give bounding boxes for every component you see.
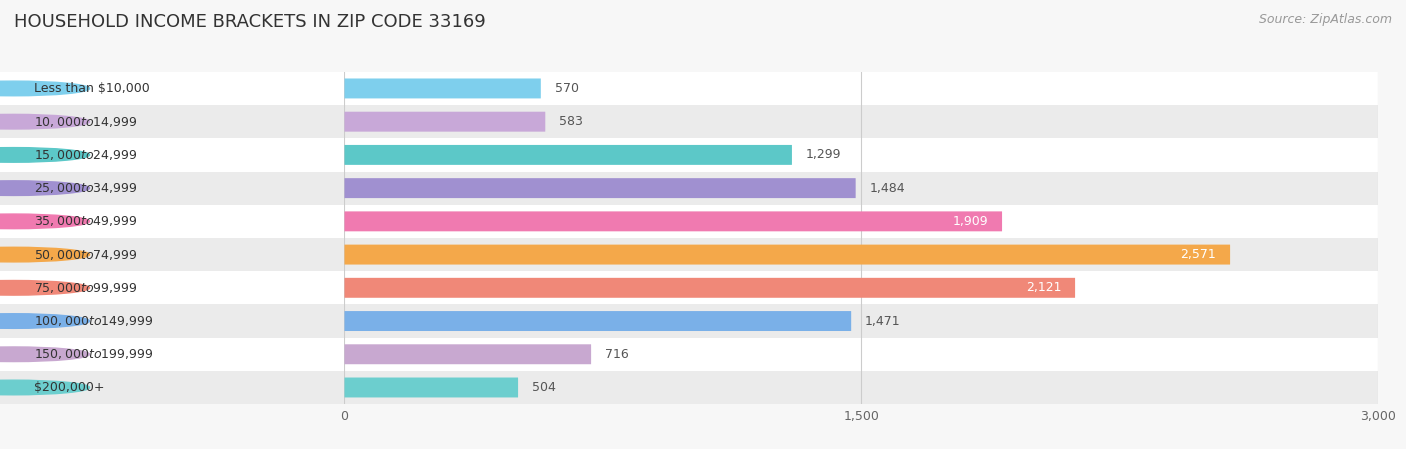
Text: 2,121: 2,121 bbox=[1026, 282, 1062, 294]
FancyBboxPatch shape bbox=[344, 378, 517, 397]
FancyBboxPatch shape bbox=[344, 112, 546, 132]
Bar bbox=[0, 338, 344, 371]
Bar bbox=[0, 238, 1378, 271]
Bar bbox=[0, 105, 344, 138]
Text: 2,571: 2,571 bbox=[1181, 248, 1216, 261]
Text: HOUSEHOLD INCOME BRACKETS IN ZIP CODE 33169: HOUSEHOLD INCOME BRACKETS IN ZIP CODE 33… bbox=[14, 13, 486, 31]
Bar bbox=[0, 371, 1378, 404]
Text: $15,000 to $24,999: $15,000 to $24,999 bbox=[34, 148, 138, 162]
Text: Less than $10,000: Less than $10,000 bbox=[34, 82, 150, 95]
Text: $200,000+: $200,000+ bbox=[34, 381, 105, 394]
Bar bbox=[0, 205, 344, 238]
Circle shape bbox=[0, 247, 90, 262]
Text: $50,000 to $74,999: $50,000 to $74,999 bbox=[34, 247, 138, 262]
Text: $10,000 to $14,999: $10,000 to $14,999 bbox=[34, 114, 138, 129]
Bar bbox=[0, 371, 344, 404]
Bar bbox=[0, 304, 344, 338]
Bar bbox=[0, 304, 1378, 338]
Bar bbox=[0, 338, 1378, 371]
Bar bbox=[0, 72, 1378, 105]
Text: Source: ZipAtlas.com: Source: ZipAtlas.com bbox=[1258, 13, 1392, 26]
FancyBboxPatch shape bbox=[344, 178, 856, 198]
Circle shape bbox=[0, 114, 90, 129]
Circle shape bbox=[0, 81, 90, 96]
FancyBboxPatch shape bbox=[344, 211, 1002, 231]
Text: $75,000 to $99,999: $75,000 to $99,999 bbox=[34, 281, 138, 295]
Bar bbox=[0, 271, 344, 304]
Circle shape bbox=[0, 314, 90, 328]
Bar bbox=[0, 72, 344, 105]
FancyBboxPatch shape bbox=[344, 278, 1076, 298]
Circle shape bbox=[0, 380, 90, 395]
Text: 1,471: 1,471 bbox=[865, 315, 901, 327]
FancyBboxPatch shape bbox=[344, 311, 851, 331]
Bar bbox=[0, 172, 344, 205]
Circle shape bbox=[0, 181, 90, 195]
Bar bbox=[0, 138, 1378, 172]
Circle shape bbox=[0, 281, 90, 295]
FancyBboxPatch shape bbox=[344, 145, 792, 165]
FancyBboxPatch shape bbox=[344, 245, 1230, 264]
Bar bbox=[0, 138, 344, 172]
Text: 583: 583 bbox=[560, 115, 583, 128]
Text: 1,484: 1,484 bbox=[869, 182, 905, 194]
Text: $25,000 to $34,999: $25,000 to $34,999 bbox=[34, 181, 138, 195]
Text: 570: 570 bbox=[554, 82, 579, 95]
Text: 504: 504 bbox=[531, 381, 555, 394]
Bar bbox=[0, 205, 1378, 238]
Bar bbox=[0, 105, 1378, 138]
Text: $150,000 to $199,999: $150,000 to $199,999 bbox=[34, 347, 153, 361]
Bar bbox=[0, 172, 1378, 205]
FancyBboxPatch shape bbox=[344, 79, 541, 98]
Text: 1,299: 1,299 bbox=[806, 149, 841, 161]
Text: $35,000 to $49,999: $35,000 to $49,999 bbox=[34, 214, 138, 229]
Text: 1,909: 1,909 bbox=[953, 215, 988, 228]
Circle shape bbox=[0, 347, 90, 361]
Bar bbox=[0, 271, 1378, 304]
Text: $100,000 to $149,999: $100,000 to $149,999 bbox=[34, 314, 153, 328]
Bar bbox=[0, 238, 344, 271]
Circle shape bbox=[0, 214, 90, 229]
Circle shape bbox=[0, 148, 90, 162]
FancyBboxPatch shape bbox=[344, 344, 591, 364]
Text: 716: 716 bbox=[605, 348, 628, 361]
